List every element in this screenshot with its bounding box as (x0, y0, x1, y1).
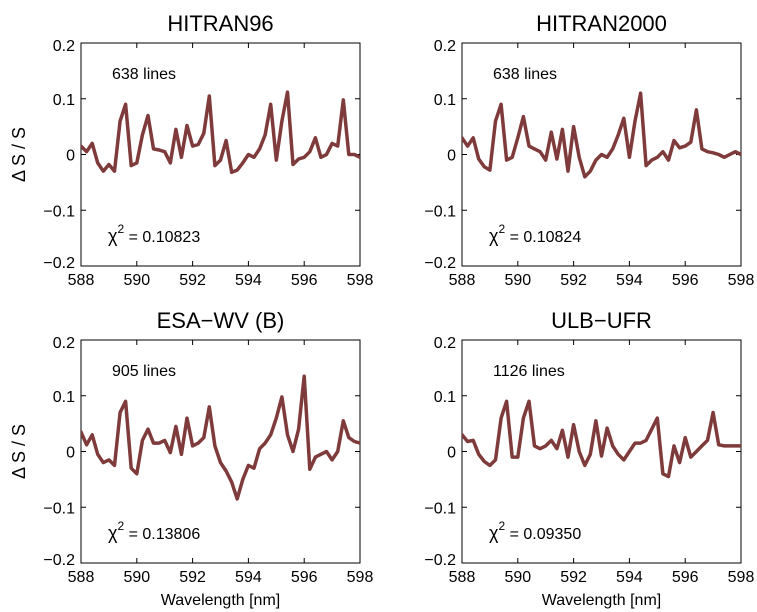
chart-panel-4: ULB−UFR −0.2 −0.1 0 0.1 0.2 588 590 592 594 596 598… (424, 308, 754, 609)
y-axis-label: Δ S / S (9, 127, 29, 182)
line-count-annotation: 638 lines (112, 66, 176, 83)
x-tick-label: 598 (347, 272, 374, 289)
y-tick-label: −0.1 (424, 203, 456, 220)
x-axis-label: Wavelength [nm] (542, 592, 661, 609)
x-tick-label: 588 (68, 272, 95, 289)
series-line (81, 374, 360, 501)
chart-panel-3: ESA−WV (B) −0.2 −0.1 0 0.1 0.2 588 590 592 594 596… (9, 308, 373, 609)
panel-title: ESA−WV (B) (157, 308, 285, 333)
y-tick-label: 0.1 (53, 389, 75, 406)
y-tick-label: 0 (66, 148, 75, 165)
x-tick-label: 590 (123, 272, 150, 289)
chi-square-annotation: χ2 = 0.10824 (489, 222, 581, 246)
y-tick-label: 0 (66, 445, 75, 462)
y-tick-label: 0 (447, 148, 456, 165)
y-tick-label: 0.2 (53, 38, 75, 55)
chi-square-annotation: χ2 = 0.10823 (108, 222, 200, 246)
y-tick-label: −0.2 (424, 255, 456, 272)
chi-square-annotation: χ2 = 0.09350 (489, 519, 581, 543)
x-tick-label: 588 (68, 569, 95, 586)
x-tick-label: 594 (616, 272, 643, 289)
y-tick-label: 0.1 (53, 92, 75, 109)
panel-title: HITRAN96 (167, 11, 273, 36)
series-line (462, 399, 741, 479)
y-tick-label: −0.1 (43, 203, 75, 220)
y-tick-label: 0.2 (434, 335, 456, 352)
x-tick-label: 596 (672, 272, 699, 289)
x-tick-label: 592 (179, 569, 206, 586)
y-tick-label: 0.1 (434, 92, 456, 109)
x-tick-label: 594 (616, 569, 643, 586)
chart-panel-2: HITRAN2000 −0.2 −0.1 0 0.1 0.2 588 590 592 594 596… (424, 11, 754, 289)
chi-square-annotation: χ2 = 0.13806 (108, 519, 200, 543)
series-line (462, 91, 741, 179)
panel-title: ULB−UFR (551, 308, 652, 333)
x-tick-label: 598 (347, 569, 374, 586)
x-tick-label: 590 (123, 569, 150, 586)
x-tick-label: 590 (504, 272, 531, 289)
x-tick-label: 598 (728, 569, 755, 586)
y-tick-label: −0.1 (424, 500, 456, 517)
x-tick-label: 594 (235, 569, 262, 586)
panel-title: HITRAN2000 (536, 11, 667, 36)
x-tick-label: 592 (560, 272, 587, 289)
series-line (81, 90, 360, 175)
line-count-annotation: 905 lines (112, 363, 176, 380)
y-tick-label: 0.1 (434, 389, 456, 406)
x-axis-label: Wavelength [nm] (161, 592, 280, 609)
x-tick-label: 588 (449, 272, 476, 289)
x-tick-label: 596 (672, 569, 699, 586)
chart-panel-1: HITRAN96 −0.2 −0.1 0 0.1 0.2 588 590 592 594 596 59… (9, 11, 373, 289)
x-tick-label: 590 (504, 569, 531, 586)
line-count-annotation: 1126 lines (493, 363, 565, 380)
y-tick-label: 0.2 (434, 38, 456, 55)
x-tick-label: 592 (179, 272, 206, 289)
x-tick-label: 596 (291, 272, 318, 289)
y-tick-label: −0.2 (43, 552, 75, 569)
y-tick-label: −0.1 (43, 500, 75, 517)
x-tick-label: 592 (560, 569, 587, 586)
x-tick-label: 598 (728, 272, 755, 289)
y-tick-label: 0 (447, 445, 456, 462)
line-count-annotation: 638 lines (493, 66, 557, 83)
y-tick-label: −0.2 (424, 552, 456, 569)
y-tick-label: −0.2 (43, 255, 75, 272)
y-tick-label: 0.2 (53, 335, 75, 352)
y-axis-label: Δ S / S (9, 424, 29, 479)
x-tick-label: 594 (235, 272, 262, 289)
x-tick-label: 588 (449, 569, 476, 586)
x-tick-label: 596 (291, 569, 318, 586)
